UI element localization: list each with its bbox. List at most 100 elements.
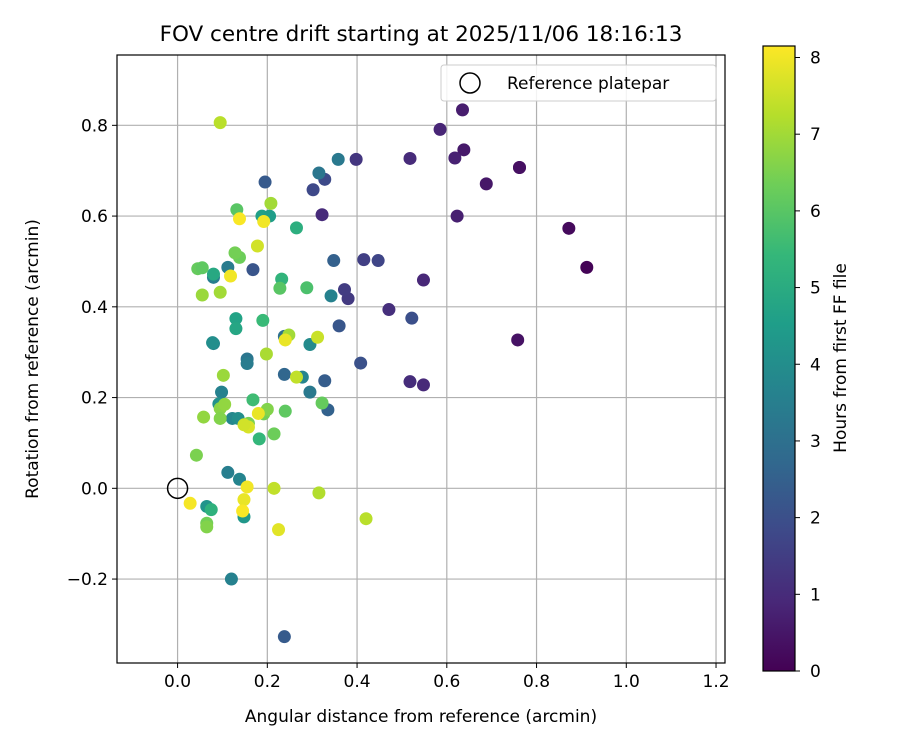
data-point <box>277 367 291 381</box>
data-point <box>240 480 254 494</box>
data-point <box>213 411 227 425</box>
data-point <box>318 374 332 388</box>
data-point <box>332 319 346 333</box>
data-point <box>213 116 227 130</box>
data-point <box>246 393 260 407</box>
x-tick-label: 1.0 <box>613 672 640 692</box>
data-point <box>237 493 251 507</box>
data-point <box>479 177 493 191</box>
data-point <box>416 378 430 392</box>
data-point <box>195 288 209 302</box>
colorbar-tick-label: 7 <box>810 125 821 145</box>
colorbar-tick-label: 5 <box>810 279 821 299</box>
data-point <box>216 368 230 382</box>
data-point <box>303 385 317 399</box>
data-point <box>221 465 235 479</box>
legend: Reference platepar <box>440 64 717 102</box>
data-point <box>206 336 220 350</box>
data-point <box>457 143 471 157</box>
data-point <box>416 273 430 287</box>
data-point <box>228 246 242 260</box>
data-point <box>403 375 417 389</box>
data-point <box>311 330 325 344</box>
data-point <box>289 370 303 384</box>
data-point <box>240 357 254 371</box>
data-point <box>197 410 211 424</box>
colorbar-tick-label: 3 <box>810 432 821 452</box>
x-axis-label: Angular distance from reference (arcmin) <box>245 707 597 727</box>
data-point <box>258 175 272 189</box>
y-tick-label: 0.4 <box>81 298 108 318</box>
plot-frame <box>116 54 726 664</box>
data-point <box>256 313 270 327</box>
data-point <box>267 427 281 441</box>
data-point <box>200 520 214 534</box>
x-tick-label: 1.2 <box>703 672 730 692</box>
data-point <box>327 254 341 268</box>
data-point <box>189 448 203 462</box>
chart-title: FOV centre drift starting at 2025/11/06 … <box>160 22 683 47</box>
data-point <box>272 523 286 537</box>
data-point <box>405 311 419 325</box>
data-point <box>433 122 447 136</box>
data-point <box>511 333 525 347</box>
data-point <box>580 260 594 274</box>
legend-box <box>440 64 717 102</box>
data-point <box>232 212 246 226</box>
y-tick-label: 0.2 <box>81 389 108 409</box>
data-point <box>331 152 345 166</box>
data-point <box>229 322 243 336</box>
data-point <box>306 183 320 197</box>
data-point <box>300 281 314 295</box>
data-point <box>277 630 291 644</box>
data-point <box>289 221 303 235</box>
data-point <box>315 396 329 410</box>
x-tick-label: 0.0 <box>164 672 191 692</box>
data-point <box>371 254 385 268</box>
data-point <box>456 103 470 117</box>
y-tick-label: 0.6 <box>81 207 108 227</box>
data-point <box>224 572 238 586</box>
colorbar-tick-label: 0 <box>810 662 821 682</box>
data-point <box>229 312 243 326</box>
data-point <box>315 208 329 222</box>
data-point <box>337 283 351 297</box>
data-point <box>448 151 462 165</box>
colorbar-ticks: 0 1 2 3 4 5 6 7 8 <box>795 49 821 682</box>
data-point <box>512 161 526 175</box>
data-point <box>218 397 232 411</box>
colorbar-tick-label: 2 <box>810 509 821 529</box>
legend-marker <box>459 72 481 94</box>
colorbar-label: Hours from first FF file <box>831 263 851 453</box>
data-point <box>264 196 278 210</box>
data-point <box>403 151 417 165</box>
data-point <box>312 486 326 500</box>
data-point <box>273 281 287 295</box>
data-point <box>349 152 363 166</box>
legend-label: Reference platepar <box>507 74 669 94</box>
data-point <box>237 418 251 432</box>
data-point <box>213 285 227 299</box>
x-tick-label: 0.6 <box>433 672 460 692</box>
data-point <box>204 503 218 517</box>
y-tick-label: 0.8 <box>81 116 108 136</box>
y-tick-label: −0.2 <box>67 570 108 590</box>
data-point <box>206 267 220 281</box>
y-axis-label: Rotation from reference (arcmin) <box>23 219 43 499</box>
x-axis-ticks: 0.0 0.2 0.4 0.6 0.8 1.0 1.2 <box>164 663 730 692</box>
x-tick-label: 0.8 <box>523 672 550 692</box>
data-point <box>450 209 464 223</box>
colorbar-tick-label: 6 <box>810 202 821 222</box>
data-points <box>183 103 594 644</box>
colorbar-bar <box>762 45 796 672</box>
data-point <box>382 303 396 317</box>
data-point <box>259 347 273 361</box>
data-point <box>354 356 368 370</box>
data-point <box>215 385 229 399</box>
data-point <box>357 253 371 267</box>
data-point <box>195 261 209 275</box>
colorbar-tick-label: 4 <box>810 355 821 375</box>
reference-point-marker <box>166 477 189 500</box>
data-point <box>278 404 292 418</box>
